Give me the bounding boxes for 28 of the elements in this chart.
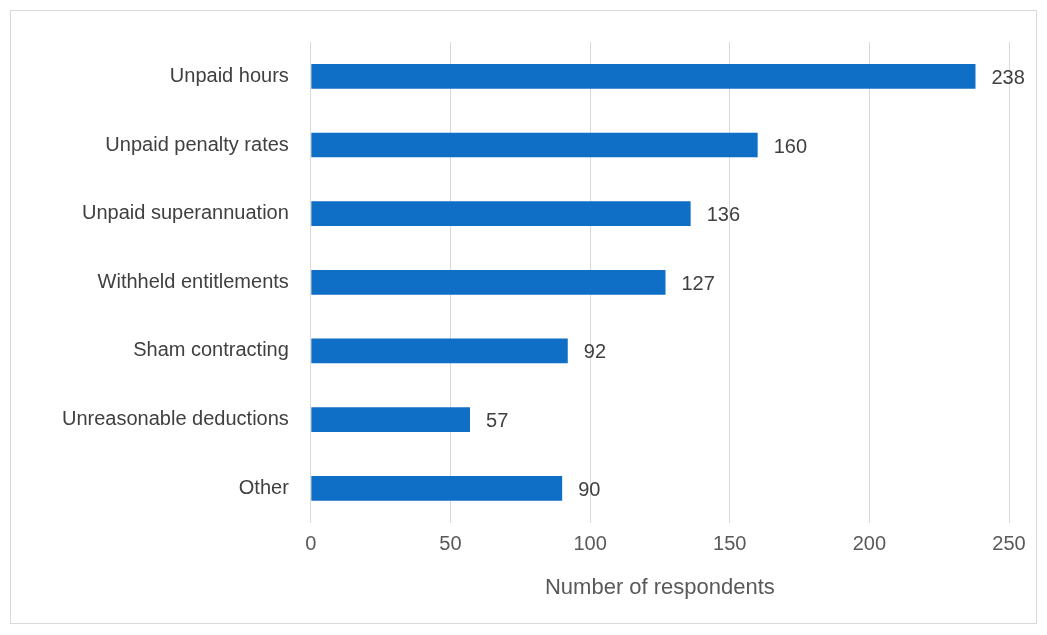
x-tick-label: 200 [852,532,887,555]
bar [311,269,666,295]
y-tick-label: Unpaid penalty rates [105,132,289,155]
y-tick-label: Sham contracting [133,338,289,361]
y-tick-label: Unpaid hours [169,63,289,86]
bar [311,201,691,226]
y-tick-label: Other [238,475,290,498]
data-label: 90 [578,477,601,500]
x-tick-label: 150 [713,532,747,555]
bar [311,63,976,89]
x-tick-label: 250 [992,532,1026,555]
bar [311,475,563,501]
data-label: 238 [991,65,1025,88]
y-tick-label: Withheld entitlements [97,269,289,292]
data-label: 136 [706,203,741,226]
bar [311,132,758,158]
bar [311,338,568,364]
y-tick-label: Unreasonable deductions [62,407,289,430]
x-tick-label: 100 [573,532,607,555]
bar [311,407,471,432]
data-label: 160 [773,134,808,157]
y-tick-label: Unpaid superannuation [82,201,289,224]
x-tick-label: 0 [305,532,317,555]
data-label: 92 [583,340,606,363]
x-axis-title: Number of respondents [544,573,775,599]
x-tick-label: 50 [439,532,462,555]
data-label: 127 [681,271,715,294]
data-label: 57 [486,409,509,432]
